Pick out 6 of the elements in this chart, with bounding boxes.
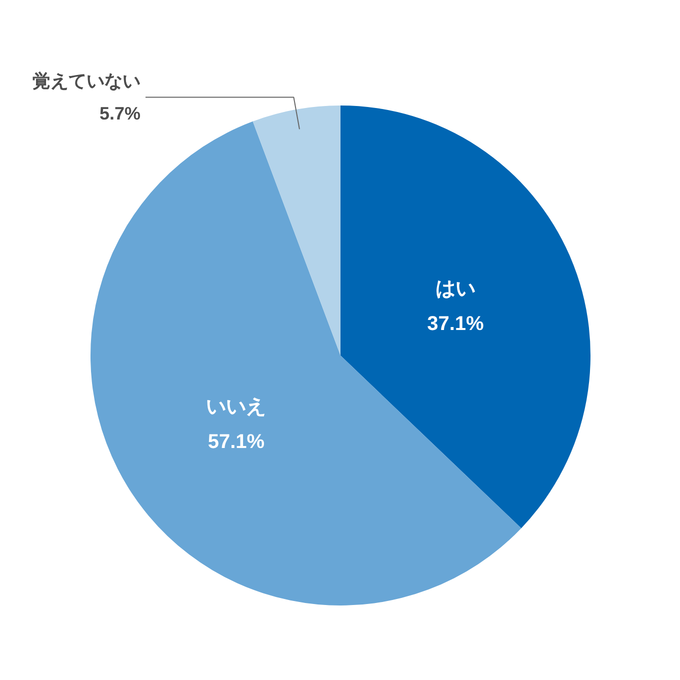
slice-label: 覚えていない [32, 70, 140, 91]
data-label: 37.1% [427, 312, 484, 335]
slice-label: いいえ [206, 396, 266, 418]
data-label: 57.1% [208, 430, 265, 453]
data-label: 5.7% [99, 103, 141, 124]
slice-label: はい [435, 278, 476, 300]
